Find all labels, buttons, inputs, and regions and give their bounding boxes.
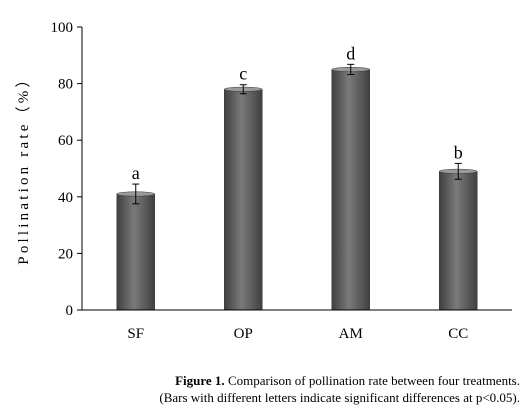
x-tick-label: AM <box>339 326 363 342</box>
figure-caption-line1: Figure 1. Comparison of pollination rate… <box>60 372 520 389</box>
bars-group <box>116 67 478 311</box>
y-axis-label: Pollination rate（%） <box>15 69 32 264</box>
y-tick-label: 100 <box>51 20 74 36</box>
bar-cc <box>439 171 478 311</box>
significance-letter: c <box>239 64 247 84</box>
x-tick-label: CC <box>448 326 468 342</box>
bar-chart: 0 20 40 60 80 100 a c d b SF OP AM CC Pollination r… <box>15 20 512 342</box>
figure-caption-line2: (Bars with different letters indicate si… <box>159 390 520 405</box>
y-axis-ticks: 0 20 40 60 80 100 <box>51 20 82 319</box>
significance-letter: b <box>454 142 463 162</box>
y-tick-label: 40 <box>58 190 73 206</box>
y-tick-label: 80 <box>58 77 73 93</box>
y-tick-label: 20 <box>58 246 73 262</box>
significance-letter: d <box>346 43 355 63</box>
figure-label: Figure 1. <box>175 373 225 388</box>
significance-labels-group: a c d b <box>132 43 463 183</box>
x-tick-label: SF <box>127 326 144 342</box>
y-tick-label: 0 <box>66 303 74 319</box>
figure-caption-text: Comparison of pollination rate between f… <box>227 373 520 388</box>
y-tick-label: 60 <box>58 133 73 149</box>
significance-letter: a <box>132 163 140 183</box>
x-axis-labels: SF OP AM CC <box>127 326 468 342</box>
x-tick-label: OP <box>234 326 253 342</box>
bar-sf <box>116 193 155 311</box>
bar-op <box>224 89 263 311</box>
bar-am <box>331 69 370 311</box>
error-bars-group <box>132 63 462 205</box>
